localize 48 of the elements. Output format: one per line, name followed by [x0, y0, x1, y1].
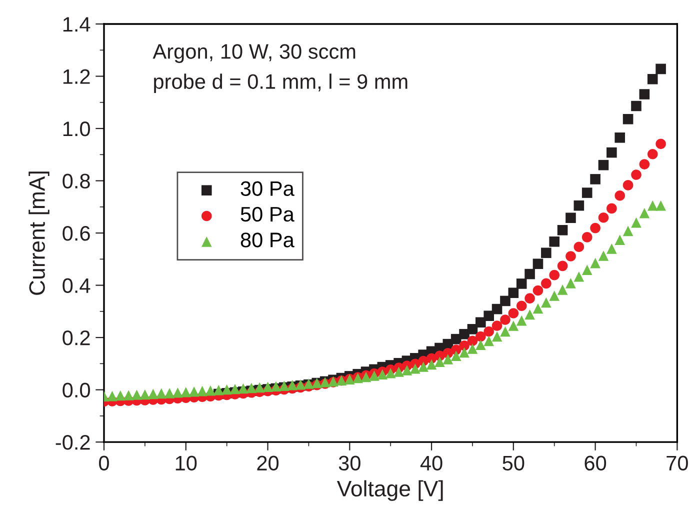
x-tick-label: 20 [257, 456, 279, 471]
point [500, 296, 510, 306]
point [516, 278, 527, 289]
legend-label: 50 Pa [240, 206, 294, 222]
point [549, 236, 560, 247]
point [566, 212, 576, 224]
y-tick-label: 1.0 [63, 122, 90, 136]
point [508, 288, 519, 298]
point [524, 268, 535, 280]
point [614, 132, 626, 143]
point [590, 174, 600, 184]
point [492, 304, 502, 314]
y-axis-title: Current [mA] [28, 172, 50, 295]
y-tick-label: 0.2 [62, 330, 90, 346]
x-tick-label: 70 [666, 456, 688, 471]
point [606, 147, 617, 158]
y-tick-label: 1.4 [63, 17, 90, 32]
x-tick-label: 60 [584, 456, 606, 471]
point [647, 74, 658, 84]
point [484, 310, 494, 321]
point [532, 258, 544, 269]
y-tick-label: 0.8 [62, 174, 90, 189]
point [656, 64, 666, 74]
point [574, 200, 584, 211]
x-axis-title: Voltage [V] [336, 480, 443, 501]
point [639, 89, 650, 100]
point [467, 324, 478, 334]
annotation: probe d = 0.1 mm, l = 9 mm [154, 74, 408, 94]
x-tick-label: 10 [176, 456, 197, 471]
x-tick-label: 0 [99, 456, 109, 471]
point [557, 224, 568, 236]
annotation: Argon, 10 W, 30 sccm [152, 44, 356, 63]
point [631, 100, 642, 112]
legend-label: 30 Pa [240, 181, 294, 196]
y-tick-label: 0.6 [62, 226, 90, 241]
point [598, 160, 609, 170]
x-tick-label: 40 [420, 456, 442, 471]
x-tick-label: 30 [338, 456, 360, 471]
y-tick-label: 0.0 [62, 382, 90, 398]
point [541, 248, 552, 258]
y-tick-label: 1.2 [63, 69, 90, 84]
legend-label: 80 Pa [240, 232, 294, 248]
y-tick-label: -0.2 [56, 435, 90, 450]
point [476, 317, 486, 328]
point [582, 188, 592, 198]
point [622, 114, 634, 124]
x-tick-label: 50 [502, 456, 524, 471]
y-tick-label: 0.4 [62, 278, 90, 294]
